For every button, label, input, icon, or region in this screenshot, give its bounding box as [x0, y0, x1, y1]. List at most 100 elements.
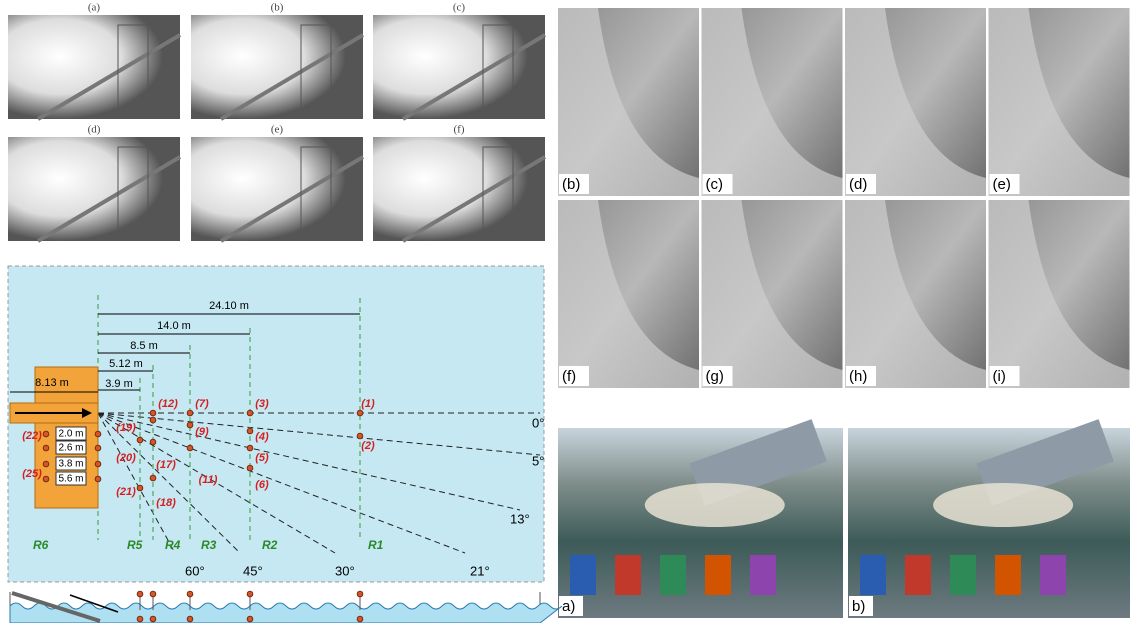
spacing-label: 2.6 m [58, 443, 83, 454]
gauge-label: (6) [255, 479, 269, 491]
panel-label: (i) [993, 368, 1006, 385]
angle-label: 5° [532, 453, 544, 468]
banner [950, 555, 976, 595]
gauge [247, 465, 253, 471]
gauge [43, 476, 49, 482]
range-label: R5 [127, 538, 143, 552]
panel-label: (e) [993, 176, 1011, 193]
gauge [187, 445, 193, 451]
gauge [357, 433, 363, 439]
range-label: R1 [368, 538, 384, 552]
panel-label: (d) [849, 176, 867, 193]
gauge [187, 616, 193, 622]
angle-label: 13° [510, 511, 530, 526]
angle-label: 21° [470, 563, 490, 578]
gauge [187, 410, 193, 416]
gauge [247, 428, 253, 434]
splash [645, 483, 785, 527]
gauge-label: (18) [156, 497, 176, 509]
spacing-label: 5.6 m [58, 474, 83, 485]
panel-label: (f) [454, 124, 465, 136]
gauge [247, 445, 253, 451]
banner [660, 555, 686, 595]
photo [373, 15, 545, 119]
panel-label: (h) [849, 368, 867, 385]
gauge-label: (7) [195, 398, 209, 410]
distance-label: 8.13 m [35, 377, 69, 389]
photo [191, 15, 363, 119]
gauge-label: (3) [255, 398, 269, 410]
gauge [95, 476, 101, 482]
banner [615, 555, 641, 595]
panel-label: (b) [562, 176, 580, 193]
distance-label: 3.9 m [105, 378, 133, 390]
gauge [357, 591, 363, 597]
angle-label: 30° [335, 563, 355, 578]
gauge [247, 410, 253, 416]
photo [8, 15, 180, 119]
gauge [95, 431, 101, 437]
panel-label: (c) [706, 176, 724, 193]
gauge-label: (19) [116, 422, 136, 434]
banner [905, 555, 931, 595]
distance-label: 5.12 m [109, 358, 143, 370]
gauge-label: (21) [116, 486, 136, 498]
panel-label: (d) [88, 124, 101, 136]
gauge-label: (2) [361, 440, 375, 452]
angle-label: 60° [185, 563, 205, 578]
panel-label: a) [562, 598, 575, 615]
gauge [137, 485, 143, 491]
gauge-label: (12) [158, 398, 178, 410]
angle-label: 45° [243, 563, 263, 578]
gauge [247, 591, 253, 597]
gauge-label: (25) [22, 468, 42, 480]
range-label: R6 [33, 538, 49, 552]
banner [705, 555, 731, 595]
photo [191, 137, 363, 241]
gauge [95, 461, 101, 467]
gauge-label: (17) [156, 459, 176, 471]
angle-label: 0° [532, 415, 544, 430]
photo [8, 137, 180, 241]
banner [860, 555, 886, 595]
gauge-label: (20) [116, 452, 136, 464]
photo [373, 137, 545, 241]
panel-label: b) [852, 598, 865, 615]
range-label: R2 [262, 538, 278, 552]
gauge [187, 591, 193, 597]
gauge [150, 417, 156, 423]
gauge [137, 437, 143, 443]
panel-label: (c) [453, 2, 466, 14]
banner [570, 555, 596, 595]
gauge-label: (22) [22, 430, 42, 442]
banner [995, 555, 1021, 595]
gauge [150, 439, 156, 445]
banner [1040, 555, 1066, 595]
gauge [137, 591, 143, 597]
range-label: R3 [201, 538, 217, 552]
gauge [95, 445, 101, 451]
gauge [137, 616, 143, 622]
spacing-label: 2.0 m [58, 429, 83, 440]
range-label: R4 [165, 538, 181, 552]
gauge [357, 410, 363, 416]
gauge-label: (9) [195, 426, 209, 438]
gauge-label: (5) [255, 452, 269, 464]
panel-label: (a) [88, 2, 101, 14]
panel-label: (b) [271, 2, 284, 14]
distance-label: 24.10 m [209, 300, 249, 312]
figure: (a)(b)(c)(d)(e)(f)(b)(c)(d)(e)(f)(g)(h)(… [0, 0, 1133, 623]
panel-label: (f) [562, 368, 576, 385]
panel-label: (g) [706, 368, 724, 385]
gauge [357, 616, 363, 622]
gauge [247, 616, 253, 622]
gauge-label: (4) [255, 431, 269, 443]
gauge [150, 616, 156, 622]
distance-label: 8.5 m [130, 340, 158, 352]
gauge-label: (11) [199, 474, 218, 486]
gauge [150, 475, 156, 481]
banner [750, 555, 776, 595]
gauge [150, 591, 156, 597]
gauge [43, 461, 49, 467]
gauge [187, 422, 193, 428]
